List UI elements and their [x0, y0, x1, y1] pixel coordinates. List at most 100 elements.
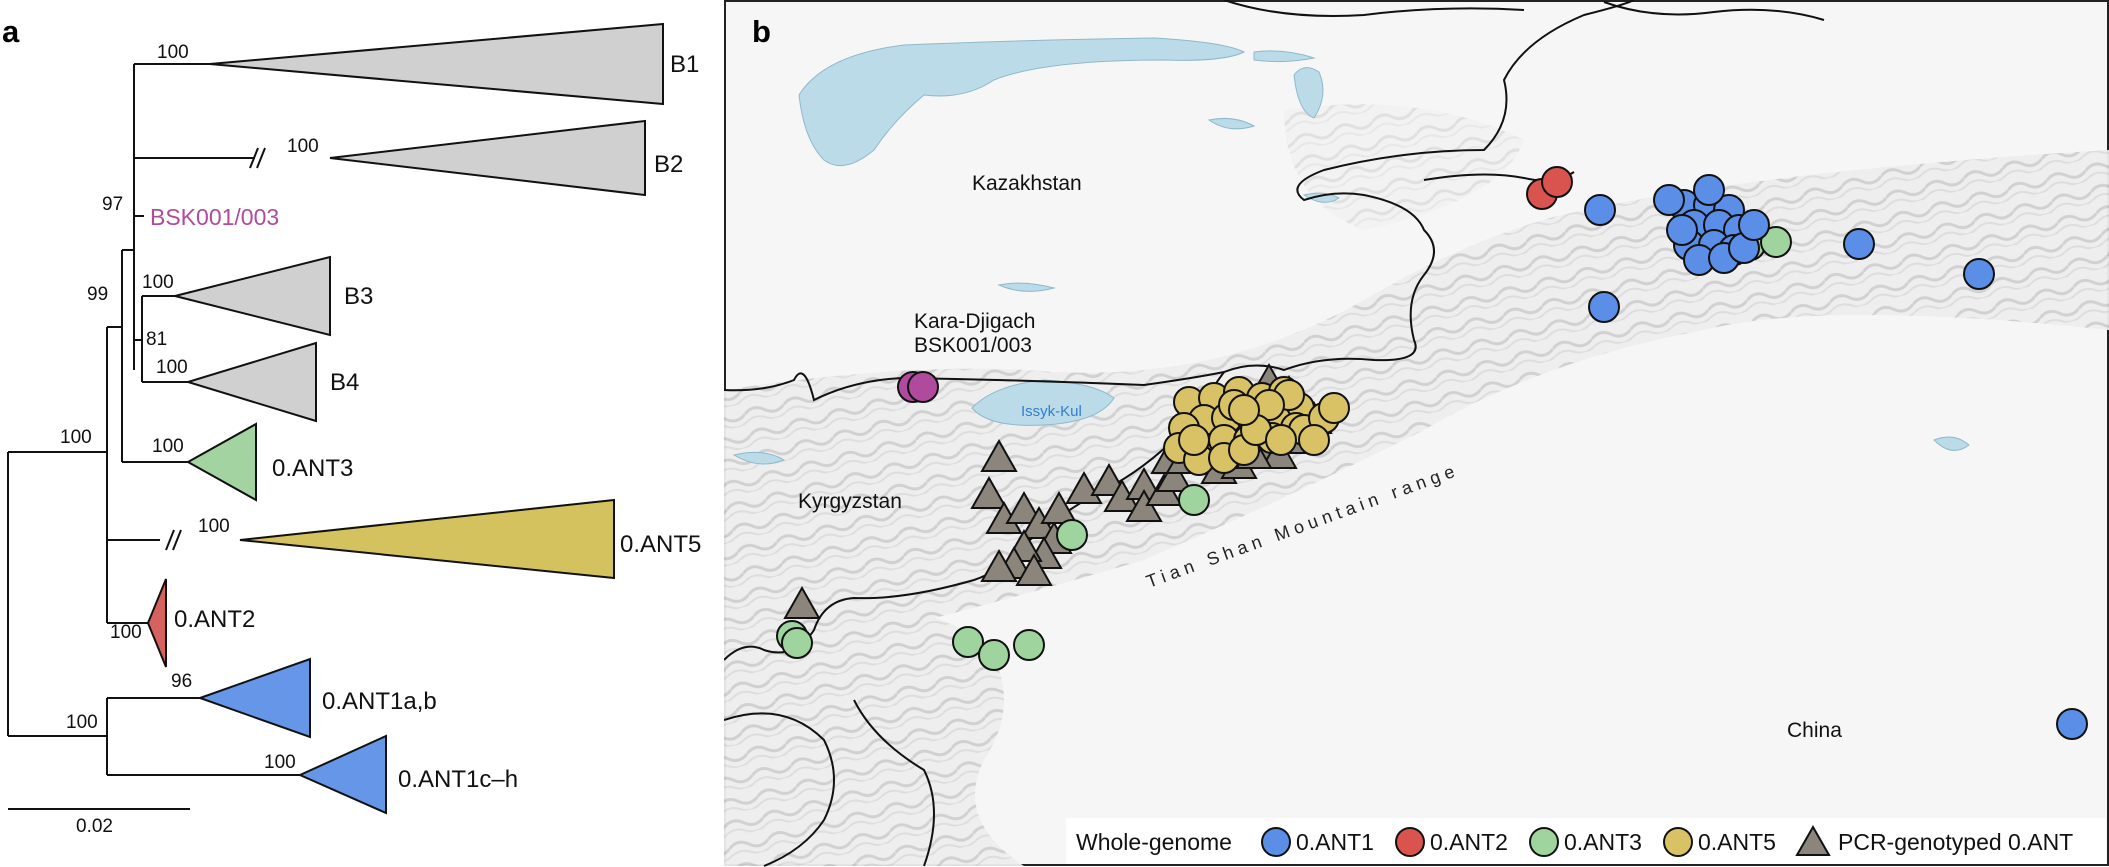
pcr-marker-3 [1005, 490, 1043, 524]
sample-markers [776, 166, 2088, 740]
ant1-marker-20 [1653, 184, 1685, 216]
ant1-marker-3 [1963, 258, 1995, 290]
ant1-marker-18 [1738, 209, 1770, 241]
branch-break-ant5 [165, 529, 182, 551]
lakes [732, 37, 1970, 465]
ant1-marker-2 [1843, 228, 1875, 260]
ant5-marker-23 [1318, 392, 1350, 424]
legend-label-pcr: PCR-genotyped 0.ANT [1838, 829, 2073, 855]
ant5-marker-28 [1265, 424, 1297, 456]
clade-b3-label: B3 [344, 283, 373, 310]
ant3-marker-6 [1056, 519, 1088, 551]
bootstrap-b3: 100 [142, 272, 174, 293]
lake-small-1 [1253, 50, 1316, 63]
legend-label-ant2: 0.ANT2 [1430, 829, 1508, 855]
ant2-marker-1 [1541, 166, 1573, 198]
legend-label-ant5: 0.ANT5 [1698, 829, 1776, 855]
bootstrap-node-81: 81 [146, 329, 167, 350]
legend: Whole-genome 0.ANT1 0.ANT2 0.ANT3 0.ANT5… [1066, 818, 2106, 864]
clade-ant1ab-label: 0.ANT1a,b [322, 688, 437, 715]
lake-alakol [1293, 67, 1324, 119]
clade-ant1ch-triangle [297, 734, 387, 815]
clade-b1-triangle [209, 22, 664, 106]
clade-b3-triangle [174, 255, 331, 337]
pcr-marker-18 [1155, 458, 1193, 492]
pcr-marker-9 [980, 548, 1018, 582]
ant1-marker-19 [1693, 174, 1725, 206]
ant1-marker-17 [1666, 214, 1698, 246]
legend-swatch-ant2 [1395, 827, 1425, 857]
bootstrap-node-99: 99 [87, 284, 108, 305]
clade-ant5-label: 0.ANT5 [620, 531, 701, 558]
pcr-marker-1 [970, 475, 1008, 509]
sample-bsk-label: BSK001/003 [150, 204, 279, 230]
lake-small-2 [1207, 118, 1256, 130]
branch-break-b2 [249, 147, 266, 169]
lake-small-3 [997, 282, 1056, 292]
map-panel: Kazakhstan Kyrgyzstan China Issyk-Kul Ka… [724, 0, 2109, 867]
legend-title: Whole-genome [1076, 829, 1232, 855]
pcr-marker-11 [1040, 490, 1078, 524]
ant3-marker-3 [1013, 629, 1045, 661]
ant3-marker-4 [781, 627, 813, 659]
scale-bar-label: 0.02 [76, 816, 113, 837]
legend-swatch-ant5 [1663, 827, 1693, 857]
pcr-marker-10 [1015, 552, 1053, 586]
ant3-marker-5 [1178, 484, 1210, 516]
ant5-marker-29 [1228, 394, 1260, 426]
ant1-marker-1 [1588, 291, 1620, 323]
site-label-kara-djigach: Kara-Djigach [914, 310, 1035, 333]
ant1-marker-4 [2056, 708, 2088, 740]
bootstrap-b1: 100 [157, 42, 189, 63]
clade-b2-label: B2 [654, 151, 683, 178]
site-label-bsk: BSK001/003 [914, 334, 1032, 357]
ant1-marker-0 [1584, 194, 1616, 226]
clade-ant2-label: 0.ANT2 [174, 606, 255, 633]
clade-b4-label: B4 [330, 369, 359, 396]
clade-ant5-triangle [239, 498, 615, 580]
bootstrap-ant1ch: 100 [264, 752, 296, 773]
bootstrap-ant5: 100 [198, 516, 230, 537]
panel-b-letter: b [752, 14, 771, 49]
bootstrap-node-100-ant1: 100 [66, 712, 98, 733]
ant3-marker-8 [1760, 226, 1792, 258]
legend-box [1066, 818, 2106, 864]
lake-small-4 [732, 451, 786, 465]
panel-a-letter: a [2, 14, 20, 49]
bsk-marker-1 [907, 371, 939, 403]
bootstrap-ant1ab: 96 [171, 671, 192, 692]
country-label-kazakhstan: Kazakhstan [972, 172, 1082, 195]
clade-b1-label: B1 [670, 51, 699, 78]
bootstrap-b2: 100 [287, 136, 319, 157]
bootstrap-b4: 100 [156, 357, 188, 378]
ant3-marker-1 [952, 626, 984, 658]
clade-ant3-triangle [185, 422, 257, 502]
bootstrap-ant3: 100 [152, 436, 184, 457]
tree-branches [7, 63, 300, 776]
phylogenetic-tree: a [2, 14, 701, 837]
clade-ant2-triangle [146, 578, 167, 668]
legend-label-ant1: 0.ANT1 [1296, 829, 1374, 855]
pcr-marker-0 [980, 438, 1018, 472]
legend-swatch-ant1 [1261, 827, 1291, 857]
ant5-marker-22 [1298, 424, 1330, 456]
legend-label-ant3: 0.ANT3 [1564, 829, 1642, 855]
lake-balkhash [798, 37, 1246, 167]
bootstrap-node-97: 97 [102, 194, 123, 215]
lake-issyk-kul [971, 379, 1115, 426]
bootstrap-ant2: 100 [110, 622, 142, 643]
clade-ant1ab-triangle [197, 657, 311, 739]
ant3-marker-2 [978, 639, 1010, 671]
legend-swatch-pcr [1795, 824, 1831, 856]
lake-label-issyk-kul: Issyk-Kul [1021, 403, 1082, 420]
clade-b2-triangle [329, 119, 646, 197]
ant5-marker-26 [1178, 424, 1210, 456]
legend-swatch-ant3 [1529, 827, 1559, 857]
country-label-china: China [1787, 719, 1842, 742]
clade-ant3-label: 0.ANT3 [272, 455, 353, 482]
clade-b4-triangle [184, 341, 317, 423]
bootstrap-node-100-upper: 100 [60, 427, 92, 448]
clade-ant1ch-label: 0.ANT1c–h [398, 766, 518, 793]
country-label-kyrgyzstan: Kyrgyzstan [798, 490, 902, 513]
lake-small-6 [1933, 436, 1970, 451]
